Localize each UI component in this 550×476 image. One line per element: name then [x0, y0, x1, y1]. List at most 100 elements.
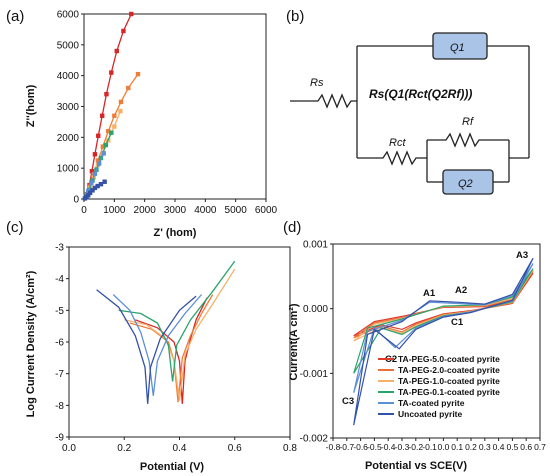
ytick-label: 0.000 [303, 304, 328, 315]
panel-d-label: (d) [283, 219, 301, 236]
xtick-label: 5000 [225, 205, 248, 216]
nyquist-point [96, 161, 102, 166]
rs-resistor [290, 93, 357, 109]
annotation-a2: A2 [455, 285, 467, 296]
annotation-a1: A1 [423, 288, 436, 299]
panel-d-ylabel: Current(A cm²) [288, 303, 300, 381]
panel-a-label: (a) [6, 8, 24, 25]
legend-entry: TA-PEG-5.0-coated pyrite [398, 354, 500, 364]
tafel-series-line [129, 294, 214, 403]
nyquist-point [109, 130, 114, 135]
nyquist-point [100, 113, 105, 118]
nyquist-point [101, 151, 106, 156]
panel-c-frame [68, 246, 291, 438]
xtick-label: 0.1 [451, 442, 463, 452]
panel-a-ylabel: Z''(hom) [25, 84, 37, 127]
legend-entry: TA-coated pyrite [398, 398, 465, 408]
panel-a-xticks: 0 1000 2000 3000 4000 5000 6000 [81, 199, 278, 216]
panel-a: (a) 0 1000 2000 3000 4000 5000 6000 0 1000 2000 3… [6, 8, 278, 239]
panel-d-yticks: 0.001 0.000 -0.001 -0.002 [300, 240, 333, 445]
xtick-label: 3000 [164, 205, 187, 216]
ytick-label: -3 [55, 243, 64, 254]
ytick-label: 1000 [57, 164, 80, 175]
xtick-label: 0.5 [506, 442, 518, 452]
ytick-label: 2000 [57, 133, 80, 144]
panel-c-series [96, 260, 236, 404]
panel-d-series [353, 257, 534, 426]
xtick-label: -0.4 [381, 442, 396, 452]
panel-b-label: (b) [286, 8, 304, 25]
ytick-label: -4 [55, 274, 64, 285]
xtick-label: 0.3 [479, 442, 491, 452]
tafel-series-line [135, 297, 208, 404]
nyquist-point [95, 158, 101, 163]
rct-label: Rct [389, 137, 406, 149]
xtick-label: -0.3 [395, 442, 410, 452]
tafel-series-line [96, 289, 197, 404]
xtick-label: 0 [81, 205, 87, 216]
legend-entry: TA-PEG-1.0-coated pyrite [398, 376, 500, 386]
ytick-label: 4000 [57, 71, 80, 82]
nyquist-point [90, 188, 95, 193]
ytick-label: -5 [55, 306, 64, 317]
ytick-label: 0 [73, 195, 79, 206]
xtick-label: 0.6 [228, 443, 242, 454]
legend-entry: TA-PEG-2.0-coated pyrite [398, 365, 500, 375]
nyquist-point [121, 28, 126, 34]
q1-label: Q1 [450, 42, 465, 54]
xtick-label: -0.6 [353, 442, 368, 452]
xtick-label: 0.7 [534, 442, 546, 452]
tafel-series-line [118, 260, 236, 382]
panel-a-frame [83, 13, 267, 200]
nyquist-point [118, 99, 124, 105]
legend-entry: TA-PEG-0.1-coated pyrite [398, 387, 500, 397]
ytick-label: -0.002 [300, 434, 329, 445]
annotation-a3: A3 [516, 250, 528, 261]
panel-a-xlabel: Z' (hom) [154, 227, 197, 239]
nyquist-point [126, 85, 131, 91]
nyquist-point [102, 179, 107, 184]
tafel-series-line [124, 268, 236, 401]
xtick-label: 0.8 [283, 443, 297, 454]
ytick-label: -8 [55, 401, 64, 412]
nyquist-point [118, 108, 123, 114]
panel-c-xticks: 0.0 0.2 0.4 0.6 0.8 [62, 437, 297, 454]
xtick-label: -0.2 [408, 442, 423, 452]
rf-label: Rf [462, 116, 474, 128]
nyquist-point [86, 193, 91, 198]
xtick-label: 2000 [134, 205, 157, 216]
tafel-series-line [112, 294, 203, 396]
panel-d-xlabel: Potential vs SCE(V) [365, 460, 467, 472]
nyquist-point [92, 152, 98, 157]
panel-c-xlabel: Potential (V) [140, 461, 205, 473]
panel-d: (d) -0.8 -0.7 -0.6 -0.5 -0.4 -0.3 -0.2 -0.1 0.0 0… [283, 219, 546, 472]
nyquist-point [112, 124, 117, 129]
panel-a-yticks: 0 1000 2000 3000 4000 5000 6000 [57, 10, 84, 206]
rs-label: Rs [310, 77, 324, 89]
nyquist-point [100, 144, 106, 149]
nyquist-point [135, 71, 141, 77]
xtick-label: 0.4 [493, 442, 505, 452]
xtick-label: 4000 [194, 205, 217, 216]
xtick-label: 1000 [103, 205, 126, 216]
panel-c-ylabel: Log Current Density (A/cm²) [25, 270, 37, 417]
cv-series-line [353, 257, 534, 426]
nyquist-point [92, 171, 98, 176]
nyquist-point [87, 190, 93, 196]
ytick-label: 5000 [57, 40, 80, 51]
nyquist-point [89, 180, 94, 186]
panel-d-xticks: -0.8 -0.7 -0.6 -0.5 -0.4 -0.3 -0.2 -0.1 0.0 0.1 0.… [326, 438, 546, 452]
nyquist-point [103, 142, 109, 148]
nyquist-point [98, 182, 104, 187]
nyquist-point [89, 169, 95, 174]
panel-b: (b) Rs Q1 Rs(Q1(Rct(Q2Rf))) Rct Rf Q2 [286, 8, 530, 195]
nyquist-point [106, 128, 111, 134]
panel-d-legend: TA-PEG-5.0-coated pyriteTA-PEG-2.0-coate… [378, 354, 500, 419]
nyquist-point [112, 113, 117, 118]
q1-cpe [432, 32, 488, 60]
panel-c-yticks: -3 -4 -5 -6 -7 -8 -9 [55, 243, 69, 444]
nyquist-point [129, 11, 134, 17]
xtick-label: 0.2 [117, 443, 131, 454]
legend-entry: Uncoated pyrite [398, 409, 463, 419]
panel-c: (c) 0.0 0.2 0.4 0.6 0.8 -3 -4 -5 -6 -7 -8 -9 Poten… [6, 219, 297, 473]
